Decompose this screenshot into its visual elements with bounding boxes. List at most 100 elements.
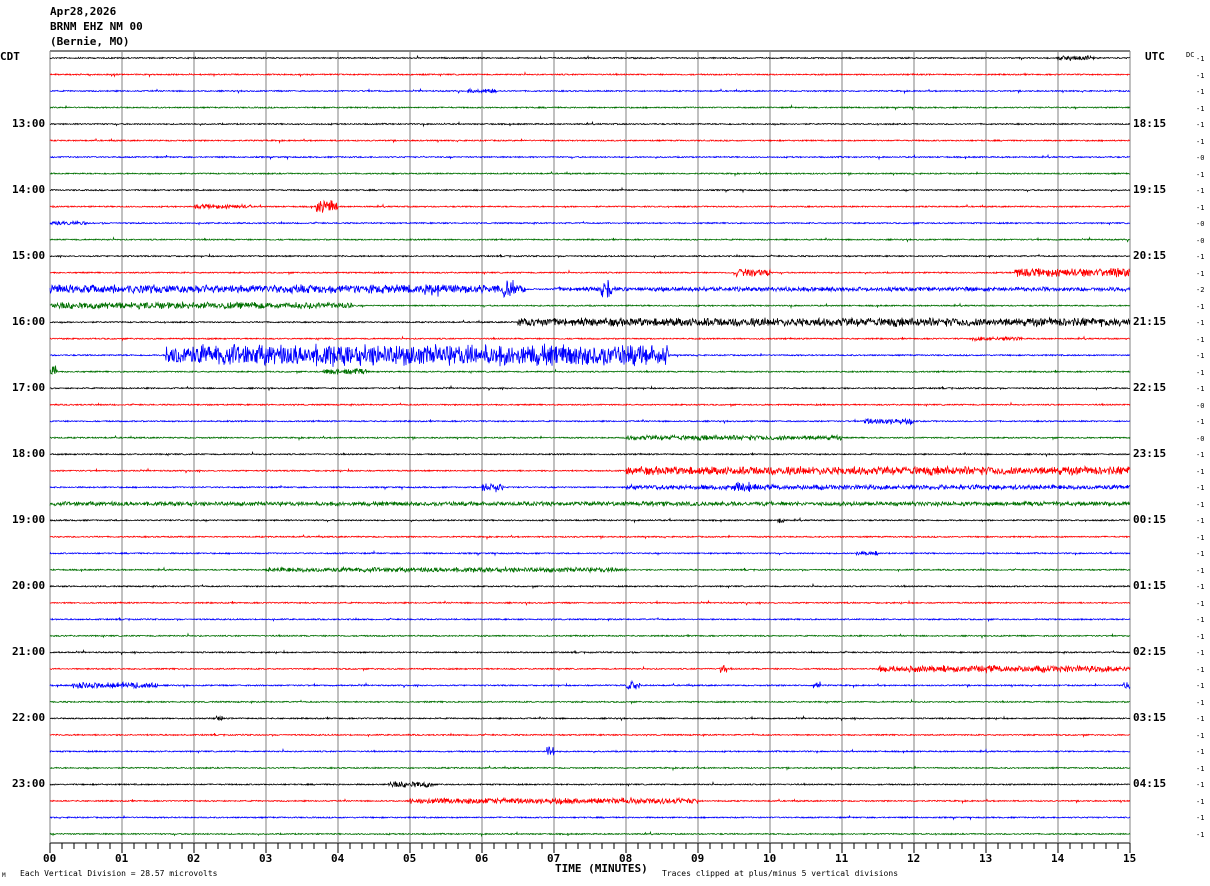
seismic-trace <box>49 71 1131 78</box>
x-tick-label: 13 <box>979 852 993 865</box>
dc-offset-label: -1 <box>1196 269 1205 278</box>
utc-label: UTC <box>1145 50 1165 63</box>
dc-offset-label: -1 <box>1196 253 1205 262</box>
x-tick-label: 00 <box>43 852 57 865</box>
seismic-trace <box>49 830 1131 838</box>
utc-time-label: 18:15 <box>1133 117 1167 131</box>
dc-offset-label: -1 <box>1196 302 1205 311</box>
cdt-time-label: 19:00 <box>12 513 46 527</box>
dc-offset-label: -1 <box>1196 583 1205 592</box>
seismic-trace <box>50 104 1131 111</box>
x-axis-title: TIME (MINUTES) <box>555 862 648 875</box>
dc-offset-label: -1 <box>1196 500 1205 509</box>
dc-offset-label: -1 <box>1196 517 1205 526</box>
date-label: Apr28,2026 <box>50 5 117 18</box>
seismic-trace <box>49 679 1131 690</box>
x-tick-label: 05 <box>403 852 417 865</box>
dc-offset-label: -1 <box>1196 698 1205 707</box>
dc-offset-label: -1 <box>1196 550 1205 559</box>
utc-time-label: 23:15 <box>1133 447 1167 461</box>
dc-offset-label: -0 <box>1196 236 1205 245</box>
x-tick-label: 14 <box>1051 852 1065 865</box>
seismic-trace <box>49 54 1131 62</box>
seismic-trace <box>49 300 1131 310</box>
dc-offset-label: -1 <box>1196 418 1205 427</box>
corner-mark: M <box>2 872 6 879</box>
seismic-trace <box>49 632 1131 639</box>
dc-offset-label: -1 <box>1196 71 1205 80</box>
x-tick-label: 01 <box>115 852 129 865</box>
dc-offset-label: -1 <box>1196 170 1205 179</box>
cdt-time-label: 16:00 <box>12 315 46 329</box>
dc-offset-label: -0 <box>1196 220 1205 229</box>
seismic-trace <box>49 715 1131 722</box>
seismic-trace <box>49 500 1131 508</box>
utc-time-label: 00:15 <box>1133 513 1167 527</box>
dc-offset-label: -1 <box>1196 599 1205 608</box>
station-label: BRNM EHZ NM 00 <box>50 20 143 33</box>
x-tick-label: 15 <box>1123 852 1137 865</box>
dc-offset-label: -1 <box>1196 187 1205 196</box>
cdt-time-label: 22:00 <box>12 711 46 725</box>
x-tick-label: 11 <box>835 852 849 865</box>
seismic-trace <box>49 365 1131 375</box>
dc-offset-label: -1 <box>1196 731 1205 740</box>
dc-offset-label: -1 <box>1196 203 1205 212</box>
dc-offset-label: -1 <box>1196 748 1205 757</box>
dc-offset-label: -0 <box>1196 154 1205 163</box>
utc-time-label: 21:15 <box>1133 315 1167 329</box>
dc-offset-label: -1 <box>1196 451 1205 460</box>
seismic-trace <box>49 481 1131 493</box>
seismic-trace <box>49 796 1130 806</box>
dc-offset-label: -1 <box>1196 665 1205 674</box>
seismic-trace <box>49 746 1131 756</box>
dc-offset-label: -1 <box>1196 764 1205 773</box>
scale-note: Each Vertical Division = 28.57 microvolt… <box>20 869 218 878</box>
seismic-trace <box>49 253 1131 259</box>
dc-offset-label: -1 <box>1196 88 1205 97</box>
dc-offset-label: -1 <box>1196 319 1205 328</box>
dc-offset-label: -1 <box>1196 335 1205 344</box>
dc-offset-label: -1 <box>1196 616 1205 625</box>
utc-time-label: 04:15 <box>1133 777 1167 791</box>
dc-offset-label: -1 <box>1196 715 1205 724</box>
seismic-trace <box>49 582 1131 590</box>
seismic-trace <box>50 343 1131 367</box>
dc-offset-label: -1 <box>1196 814 1205 823</box>
x-tick-label: 09 <box>691 852 705 865</box>
dc-offset-label: -1 <box>1196 104 1205 113</box>
dc-label: DC <box>1186 51 1195 59</box>
x-tick-label: 10 <box>763 852 777 865</box>
seismic-trace <box>49 549 1131 557</box>
seismic-trace <box>49 137 1131 144</box>
dc-offset-label: -1 <box>1196 385 1205 394</box>
seismic-trace <box>49 780 1130 788</box>
x-tick-label: 07 <box>547 852 561 865</box>
cdt-time-label: 21:00 <box>12 645 46 659</box>
cdt-time-label: 20:00 <box>12 579 46 593</box>
dc-offset-label: -1 <box>1196 137 1205 146</box>
seismic-trace <box>49 450 1131 458</box>
seismic-trace <box>49 464 1131 477</box>
seismic-trace <box>49 516 1131 524</box>
dc-offset-label: -2 <box>1196 286 1205 295</box>
seismic-trace <box>49 534 1131 541</box>
dc-offset-label: -1 <box>1196 368 1205 377</box>
x-tick-label: 08 <box>619 852 633 865</box>
utc-time-label: 22:15 <box>1133 381 1167 395</box>
clip-note: Traces clipped at plus/minus 5 vertical … <box>662 869 899 878</box>
dc-offset-label: -1 <box>1196 632 1205 641</box>
dc-offset-label: -0 <box>1196 434 1205 443</box>
utc-time-label: 19:15 <box>1133 183 1167 197</box>
seismic-trace <box>49 565 1131 574</box>
cdt-time-label: 13:00 <box>12 117 46 131</box>
utc-time-label: 20:15 <box>1133 249 1167 263</box>
seismic-trace <box>49 279 1131 299</box>
x-tick-label: 04 <box>331 852 345 865</box>
seismic-trace <box>49 417 1131 426</box>
seismic-trace <box>49 220 1131 227</box>
seismic-trace <box>49 153 1131 161</box>
seismic-trace <box>49 664 1131 674</box>
dc-offset-label: -1 <box>1196 566 1205 575</box>
